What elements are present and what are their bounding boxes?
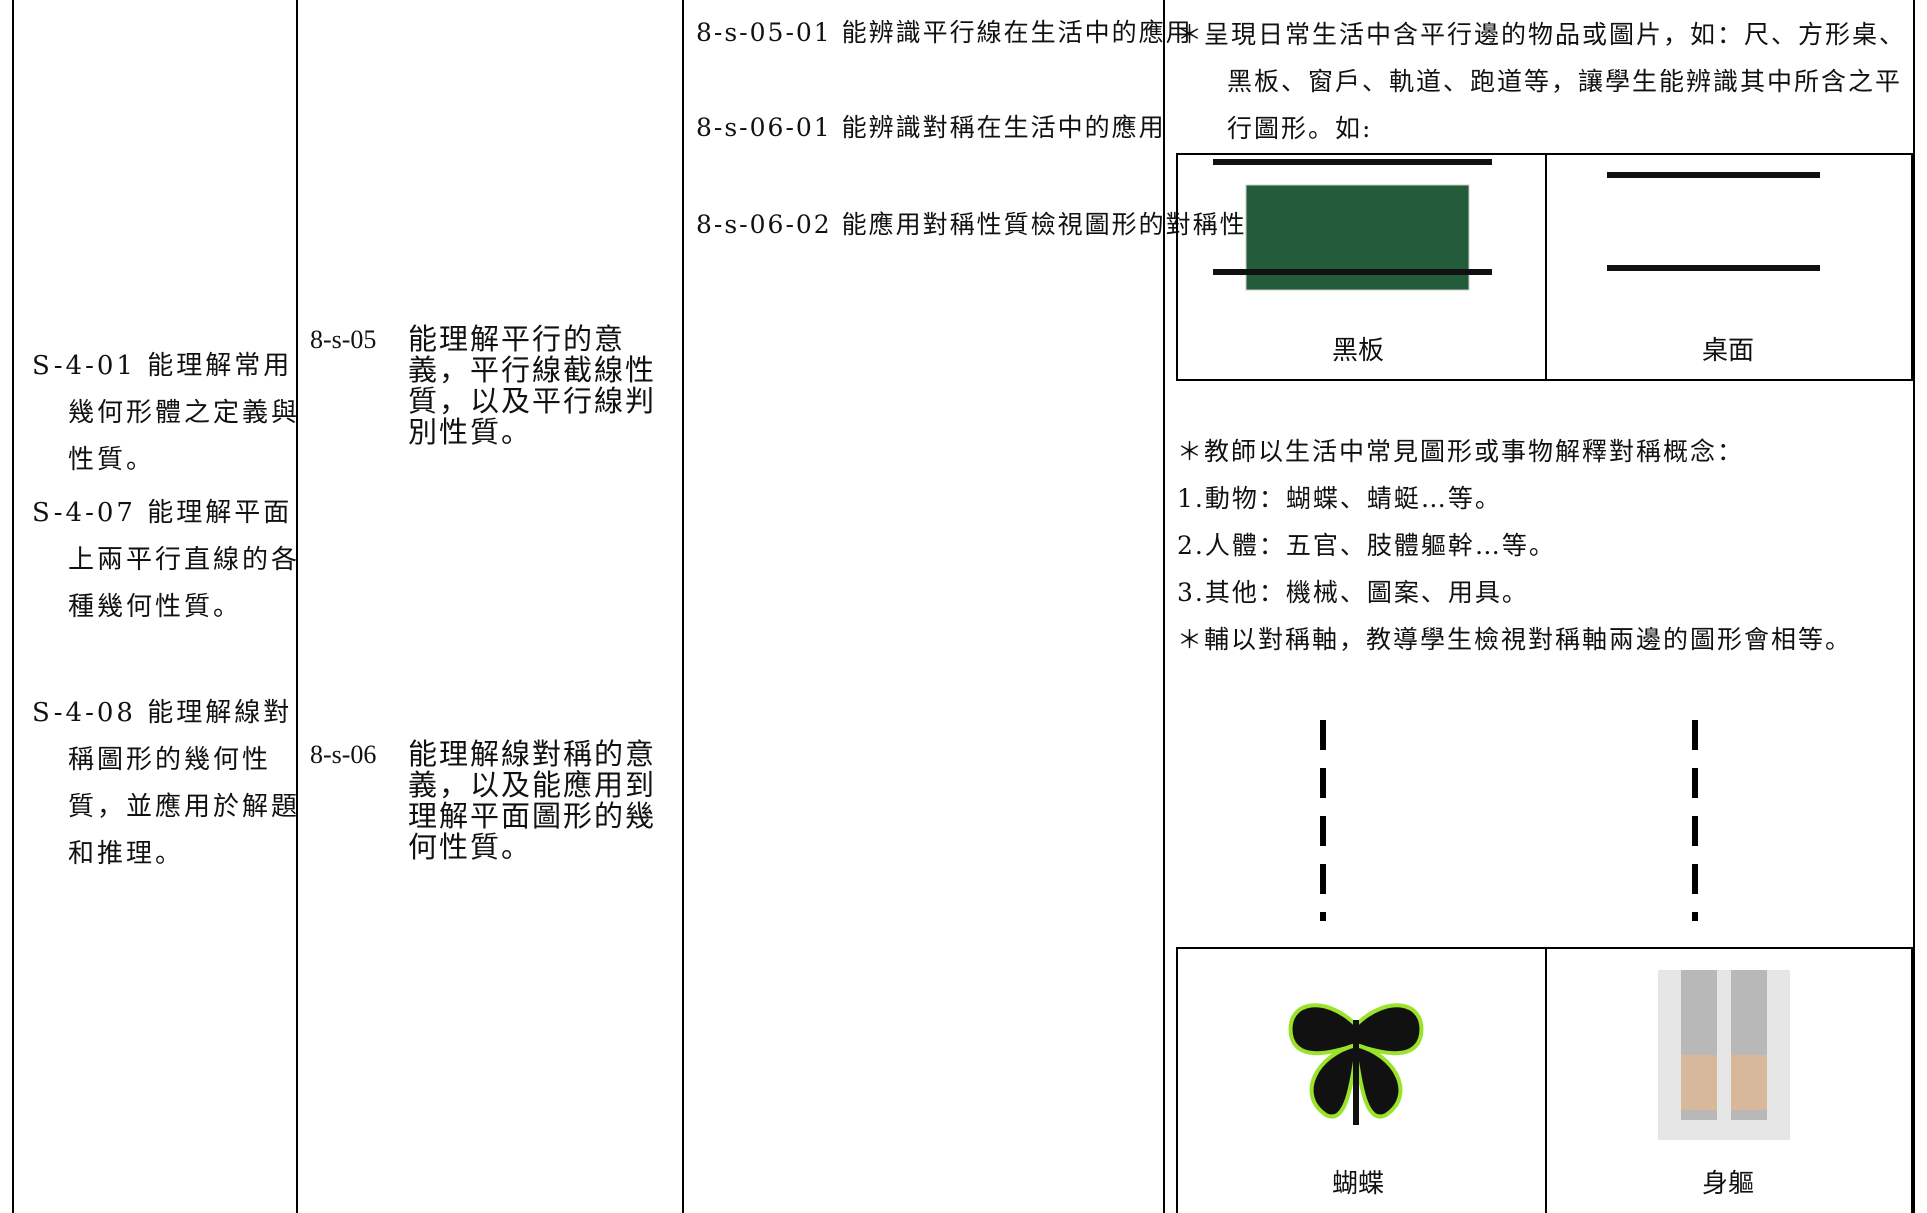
objective: 8-s-05 能理解平行的意義，平行線截線性質，以及平行線判別性質。 bbox=[310, 324, 676, 448]
caption: 身軀 bbox=[1701, 1169, 1754, 1199]
sub-objective: 8-s-06-01 能辨識對稱在生活中的應用 bbox=[696, 113, 1166, 142]
objective: 8-s-06 能理解線對稱的意義，以及能應用到理解平面圖形的幾何性質。 bbox=[310, 739, 676, 863]
line: ＊輔以對稱軸，教導學生檢視對稱軸兩邊的圖形會相等。 bbox=[1177, 625, 1853, 654]
sub-objective: 8-s-06-02 能應用對稱性質檢視圖形的對稱性 bbox=[696, 210, 1247, 239]
intro: ＊呈現日常生活中含平行邊的物品或圖片，如：尺、方形桌、黑板、窗戶、軌道、跑道等，… bbox=[1177, 20, 1907, 143]
line: 1.動物：蝴蝶、蜻蜓…等。 bbox=[1177, 484, 1502, 513]
sub-objective: 8-s-05-01 能辨識平行線在生活中的應用 bbox=[696, 18, 1193, 47]
line: 3.其他：機械、圖案、用具。 bbox=[1177, 578, 1529, 607]
symmetry-text: ＊教師以生活中常見圖形或事物解釋對稱概念： 1.動物：蝴蝶、蜻蜓…等。 2.人體… bbox=[1177, 428, 1912, 663]
caption: 蝴蝶 bbox=[1331, 1169, 1384, 1199]
parallel-images bbox=[1176, 153, 1913, 381]
code: 8-s-06 bbox=[310, 740, 377, 769]
caption: 黑板 bbox=[1331, 336, 1384, 366]
text: 能理解平行的意義，平行線截線性質，以及平行線判別性質。 bbox=[408, 322, 657, 449]
text: 能理解線對稱的意義，以及能應用到理解平面圖形的幾何性質。 bbox=[408, 737, 657, 864]
indicator: S-4-01 能理解常用幾何形體之定義與性質。 bbox=[32, 351, 301, 475]
border bbox=[682, 0, 684, 1213]
border bbox=[1163, 0, 1165, 1213]
indicator: S-4-07 能理解平面上兩平行直線的各種幾何性質。 bbox=[32, 498, 301, 622]
code: 8-s-05 bbox=[310, 325, 377, 354]
border bbox=[1913, 0, 1915, 1213]
symmetry-images bbox=[1176, 720, 1913, 1213]
caption: 桌面 bbox=[1701, 336, 1754, 366]
indicator: S-4-08 能理解線對稱圖形的幾何性質，並應用於解題和推理。 bbox=[32, 698, 301, 869]
border bbox=[12, 0, 14, 1213]
line: 2.人體：五官、肢體軀幹…等。 bbox=[1177, 531, 1556, 560]
line: ＊教師以生活中常見圖形或事物解釋對稱概念： bbox=[1177, 437, 1745, 466]
border bbox=[296, 0, 298, 1213]
